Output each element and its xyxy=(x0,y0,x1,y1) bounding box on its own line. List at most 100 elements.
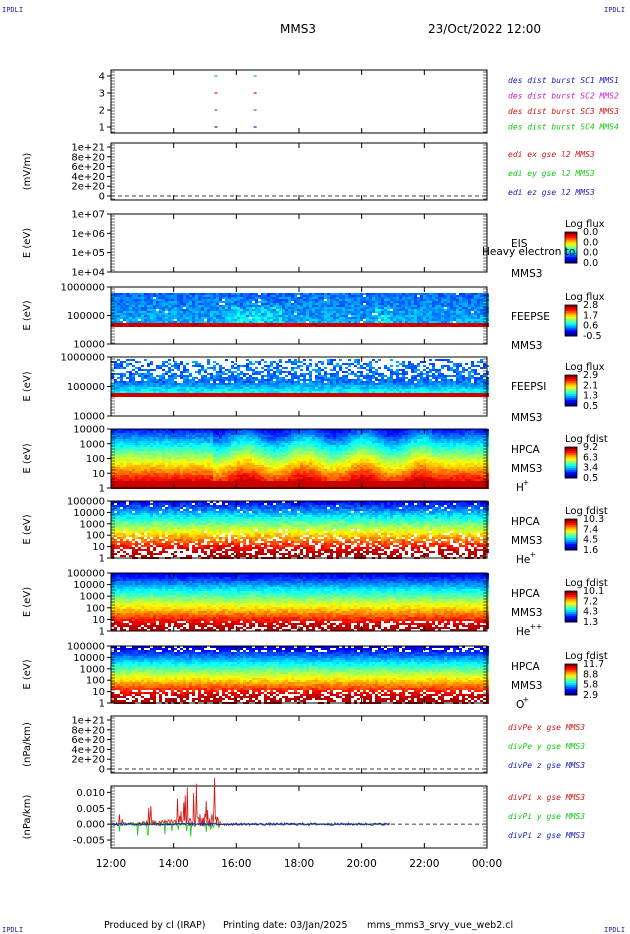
hpca_hepp-instrument-label: HPCA xyxy=(511,588,541,600)
hpca_hepp-ytitle: E (eV) xyxy=(22,587,33,617)
feepse-ytick-label: 1000000 xyxy=(60,283,105,294)
hpca_h-spacecraft-label: MMS3 xyxy=(511,463,542,475)
feepsi-instrument-label: FEEPSI xyxy=(511,381,546,393)
edi-panel-frame xyxy=(111,143,487,200)
edi-ytitle: (mV/m) xyxy=(22,153,33,191)
burst-legend-entry: des dist burst SC1 MMS1 xyxy=(508,76,619,85)
hpca_o-ytick-label: 100 xyxy=(86,676,105,687)
footer-script-name: mms_mms3_srvy_vue_web2.cl xyxy=(367,920,513,931)
edi-legend-entry: edi ex gse l2 MMS3 xyxy=(508,150,595,159)
divpi-ytick-label: 0.005 xyxy=(76,804,105,815)
divpi-x-trace xyxy=(111,778,390,827)
divpi-ytick-label: -0.005 xyxy=(73,836,105,847)
hpca_h-ytick-label: 10000 xyxy=(73,425,105,436)
hpca_he-ytick-label: 1 xyxy=(99,554,105,565)
hpca_hepp-spacecraft-label: MMS3 xyxy=(511,607,542,619)
hpca_o-species-charge: + xyxy=(523,695,529,704)
eis-spacecraft-label: MMS3 xyxy=(511,268,542,280)
burst-legend-entry: des dist burst SC3 MMS3 xyxy=(508,107,619,116)
feepse-ytick-label: 100000 xyxy=(67,311,105,322)
hpca_o-instrument-label: HPCA xyxy=(511,661,541,673)
xaxis-tick-label: 14:00 xyxy=(159,858,189,870)
xaxis-tick-label: 12:00 xyxy=(96,858,126,870)
divpe-ytick-label: 0 xyxy=(99,765,105,776)
hpca_hepp-ytick-label: 10000 xyxy=(73,580,105,591)
hpca_he-colorbar-label: 1.6 xyxy=(583,545,598,556)
divpe-legend-entry: divPe z gse MMS3 xyxy=(508,761,585,770)
hpca_hepp-species-label: He xyxy=(516,626,530,638)
hpca_hepp-ytick-label: 100000 xyxy=(67,569,105,580)
divpi-legend-entry: divPi y gse MMS3 xyxy=(508,812,585,821)
hpca_he-ytick-label: 10000 xyxy=(73,508,105,519)
feepsi-ytick-label: 1000000 xyxy=(60,353,105,364)
hpca_he-ytick-label: 100 xyxy=(86,531,105,542)
divpi-panel-frame xyxy=(111,786,487,848)
hpca_he-ytick-label: 100000 xyxy=(67,497,105,508)
feepse-spacecraft-label: MMS3 xyxy=(511,340,542,352)
hpca_o-ytick-label: 1 xyxy=(99,699,105,710)
feepse-ytitle: E (eV) xyxy=(22,300,33,330)
burst-ytick-label: 2 xyxy=(99,106,105,117)
feepse-heatmap-image xyxy=(111,293,489,327)
edi-legend-entry: edi ey gse l2 MMS3 xyxy=(508,169,595,178)
divpe-ytitle: (nPa/km) xyxy=(22,722,33,767)
hpca_h-colorbar-label: 0.5 xyxy=(583,473,598,484)
divpi-legend-entry: divPi z gse MMS3 xyxy=(508,831,585,840)
hpca_h-ytick-label: 10 xyxy=(92,469,105,480)
hpca_o-spacecraft-label: MMS3 xyxy=(511,680,542,692)
xaxis-tick-label: 16:00 xyxy=(221,858,251,870)
plot-canvas: 4 3 2 1 des dist burst SC1 MMS1 des dist burs… xyxy=(0,0,630,934)
hpca_he-instrument-label: HPCA xyxy=(511,516,541,528)
feepsi-colorbar-label: 0.5 xyxy=(583,401,598,412)
feepse-ytick-label: 10000 xyxy=(73,340,105,351)
feepsi-heatmap-image xyxy=(111,359,489,397)
eis-ytick-label: 1e+05 xyxy=(71,248,105,259)
hpca_he-species-label: He xyxy=(516,554,530,566)
hpca_h-instrument-label: HPCA xyxy=(511,444,541,456)
feepsi-colorbar xyxy=(565,375,577,407)
hpca_he-ytick-label: 10 xyxy=(92,542,105,553)
hpca_o-colorbar-label: 2.9 xyxy=(583,690,598,701)
divpe-legend-entry: divPe x gse MMS3 xyxy=(508,723,585,732)
hpca_he-heatmap-image xyxy=(111,501,489,559)
hpca_he-ytitle: E (eV) xyxy=(22,514,33,544)
feepsi-ytitle: E (eV) xyxy=(22,371,33,401)
hpca_h-species-charge: + xyxy=(523,478,529,487)
divpi-legend-entry: divPi x gse MMS3 xyxy=(508,793,585,802)
hpca_hepp-ytick-label: 100 xyxy=(86,603,105,614)
burst-legend-entry: des dist burst SC4 MMS4 xyxy=(508,123,619,132)
xaxis-tick-label: 22:00 xyxy=(409,858,439,870)
xaxis-tick-label: 20:00 xyxy=(347,858,377,870)
hpca_hepp-ytick-label: 1 xyxy=(99,627,105,638)
feepsi-spacecraft-label: MMS3 xyxy=(511,412,542,424)
footer-produced-by: Produced by cl (IRAP) xyxy=(104,920,205,931)
eis-panel-frame xyxy=(111,214,487,272)
burst-panel-frame xyxy=(111,70,487,133)
hpca_h-ytitle: E (eV) xyxy=(22,443,33,473)
hpca_hepp-ytick-label: 10 xyxy=(92,615,105,626)
hpca_he-colorbar xyxy=(565,519,577,551)
edi-legend-entry: edi ez gse l2 MMS3 xyxy=(508,188,595,197)
hpca_o-ytick-label: 10 xyxy=(92,687,105,698)
hpca_hepp-colorbar xyxy=(565,591,577,623)
xaxis-tick-label: 00:00 xyxy=(472,858,502,870)
divpe-panel-frame xyxy=(111,716,487,773)
hpca_o-heatmap-image xyxy=(111,646,489,704)
divpe-legend-entry: divPe y gse MMS3 xyxy=(508,742,585,751)
eis-overlay-text: Heavy electron to xyxy=(482,246,575,258)
feepsi-ytick-label: 100000 xyxy=(67,382,105,393)
hpca_o-ytick-label: 1000 xyxy=(80,664,105,675)
burst-ytick-label: 3 xyxy=(99,89,105,100)
hpca_hepp-colorbar-label: 1.3 xyxy=(583,617,598,628)
hpca_o-ytitle: E (eV) xyxy=(22,659,33,689)
burst-ytick-label: 4 xyxy=(99,72,105,83)
eis-ytick-label: 1e+06 xyxy=(71,229,105,240)
divpi-ytick-label: 0.000 xyxy=(76,820,105,831)
feepse-colorbar-label: -0.5 xyxy=(583,331,602,342)
eis-ytick-label: 1e+04 xyxy=(71,268,105,279)
corner-label-bottom-left: IPDLI xyxy=(2,926,23,934)
feepse-colorbar xyxy=(565,305,577,337)
eis-ytick-label: 1e+07 xyxy=(71,210,105,221)
corner-label-bottom-right: IPDLI xyxy=(604,926,625,934)
divpi-ytitle: (nPa/km) xyxy=(22,795,33,840)
